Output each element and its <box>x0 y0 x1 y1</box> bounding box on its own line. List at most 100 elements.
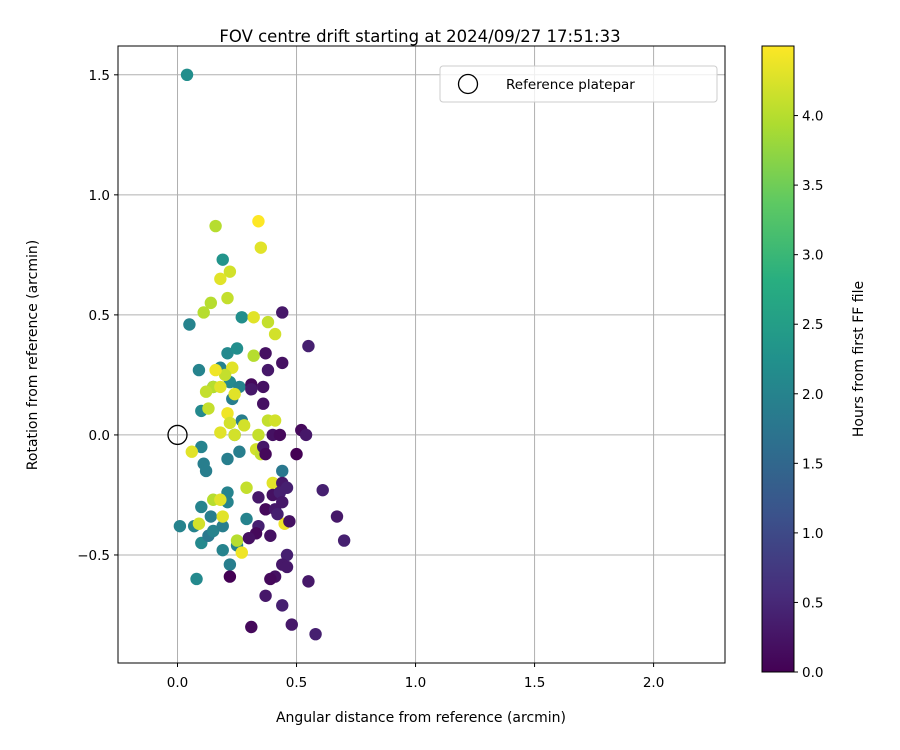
data-point <box>268 327 282 341</box>
data-point <box>299 428 313 442</box>
plot-area: 0.0 0.5 1.0 1.5 2.0 −0.5 0.0 0.5 1.0 1.5 <box>77 45 726 691</box>
colorbar-tick-label: 2.5 <box>802 317 823 333</box>
data-point <box>247 311 260 324</box>
colorbar-tick-label: 3.0 <box>802 248 823 264</box>
data-point <box>223 570 237 583</box>
data-point <box>261 315 275 329</box>
data-point <box>259 447 272 461</box>
legend-label-reference-platepar: Reference platepar <box>506 77 635 93</box>
x-tick-label: 0.5 <box>286 675 307 691</box>
data-point <box>221 291 234 305</box>
colorbar-frame <box>761 45 795 673</box>
data-point <box>242 531 256 545</box>
y-tick-label: 1.0 <box>89 188 110 204</box>
data-point <box>233 445 246 458</box>
data-point <box>257 397 270 410</box>
legend-box <box>439 65 718 103</box>
data-point <box>252 215 265 228</box>
data-point <box>254 241 268 254</box>
data-point <box>235 311 248 324</box>
x-tick-label: 1.0 <box>405 675 426 691</box>
data-point <box>276 464 289 478</box>
colorbar-tick-label: 0.5 <box>802 595 823 611</box>
data-point <box>257 380 270 394</box>
x-axis-ticks: 0.0 0.5 1.0 1.5 2.0 <box>167 663 664 691</box>
legend-marker-reference-platepar <box>457 73 479 95</box>
data-point <box>245 383 258 396</box>
data-point <box>230 342 244 355</box>
data-point <box>204 296 218 310</box>
data-point <box>216 519 229 533</box>
y-axis-ticks: −0.5 0.0 0.5 1.0 1.5 <box>77 68 118 564</box>
scatter-points <box>173 68 351 641</box>
legend: Reference platepar <box>439 65 718 103</box>
data-point <box>268 414 282 427</box>
data-point <box>223 558 237 571</box>
y-axis-label: Rotation from reference (arcmin) <box>25 240 41 470</box>
data-point <box>228 428 241 442</box>
data-point <box>302 339 315 353</box>
data-point <box>207 524 220 538</box>
data-point <box>273 428 287 442</box>
data-point <box>302 575 315 588</box>
plot-frame <box>117 45 726 664</box>
data-point <box>264 572 277 586</box>
data-point <box>183 318 196 331</box>
data-point <box>283 515 296 528</box>
reference-platepar-marker <box>167 424 188 446</box>
data-point <box>237 419 251 432</box>
data-point <box>195 500 208 514</box>
colorbar-label: Hours from first FF file <box>851 281 867 437</box>
data-point <box>197 306 210 319</box>
data-point <box>173 519 187 533</box>
data-point <box>259 503 272 516</box>
data-point <box>266 476 279 490</box>
data-point <box>221 407 234 420</box>
data-point <box>235 546 248 559</box>
y-tick-label: 1.5 <box>89 68 110 84</box>
data-point <box>221 347 234 360</box>
x-tick-label: 0.0 <box>167 675 188 691</box>
data-point <box>280 560 294 574</box>
colorbar-tick-label: 2.0 <box>802 387 823 403</box>
data-point <box>214 380 227 394</box>
data-point <box>273 486 287 499</box>
data-point <box>276 356 289 370</box>
data-point <box>204 510 218 523</box>
y-tick-label: 0.5 <box>89 308 110 324</box>
data-point <box>214 426 227 439</box>
data-point <box>209 363 222 377</box>
y-tick-label: 0.0 <box>89 428 110 444</box>
data-point <box>271 507 284 521</box>
x-axis-label: Angular distance from reference (arcmin) <box>276 710 566 726</box>
data-point <box>330 510 344 523</box>
data-point <box>192 363 206 377</box>
colorbar: 0.0 0.5 1.0 1.5 2.0 2.5 3.0 3.5 4.0 Hours from f… <box>761 45 867 681</box>
colorbar-tick-label: 1.5 <box>802 456 823 472</box>
data-point <box>252 428 265 442</box>
data-point <box>190 572 203 586</box>
data-point <box>309 627 322 641</box>
plot-background <box>118 46 725 663</box>
data-point <box>216 543 229 557</box>
chart-title: FOV centre drift starting at 2024/09/27 … <box>219 27 620 46</box>
data-point <box>199 464 213 478</box>
data-point <box>240 481 253 494</box>
colorbar-ticks: 0.0 0.5 1.0 1.5 2.0 2.5 3.0 3.5 4.0 <box>794 109 823 681</box>
data-point <box>209 219 222 233</box>
data-point <box>261 363 275 377</box>
colorbar-tick-label: 0.0 <box>802 665 823 681</box>
x-tick-label: 1.5 <box>524 675 545 691</box>
x-tick-label: 2.0 <box>643 675 664 691</box>
data-point <box>316 483 329 497</box>
data-point <box>259 589 272 602</box>
data-point <box>221 452 234 466</box>
data-point <box>276 599 289 612</box>
colorbar-tick-label: 4.0 <box>802 109 823 125</box>
data-point <box>202 402 215 415</box>
data-point <box>285 618 298 631</box>
y-tick-label: −0.5 <box>77 548 110 564</box>
data-point <box>337 534 351 547</box>
data-point <box>259 347 272 360</box>
